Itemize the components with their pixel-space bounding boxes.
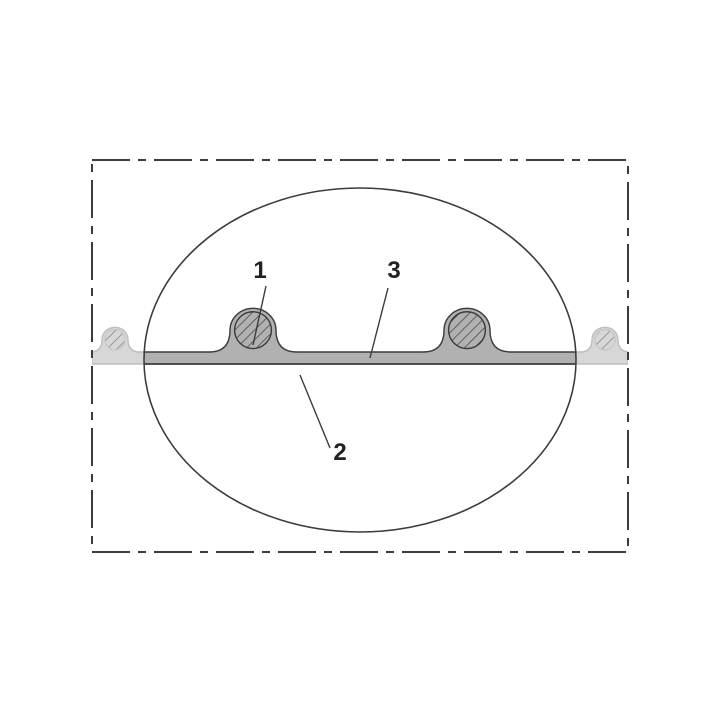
callout-label-1: 1 xyxy=(253,257,266,284)
diagram-canvas: 1 3 2 xyxy=(0,0,720,720)
callout-label-2: 2 xyxy=(333,439,346,466)
spiral-core xyxy=(449,312,486,349)
callout-label-3: 3 xyxy=(387,257,400,284)
